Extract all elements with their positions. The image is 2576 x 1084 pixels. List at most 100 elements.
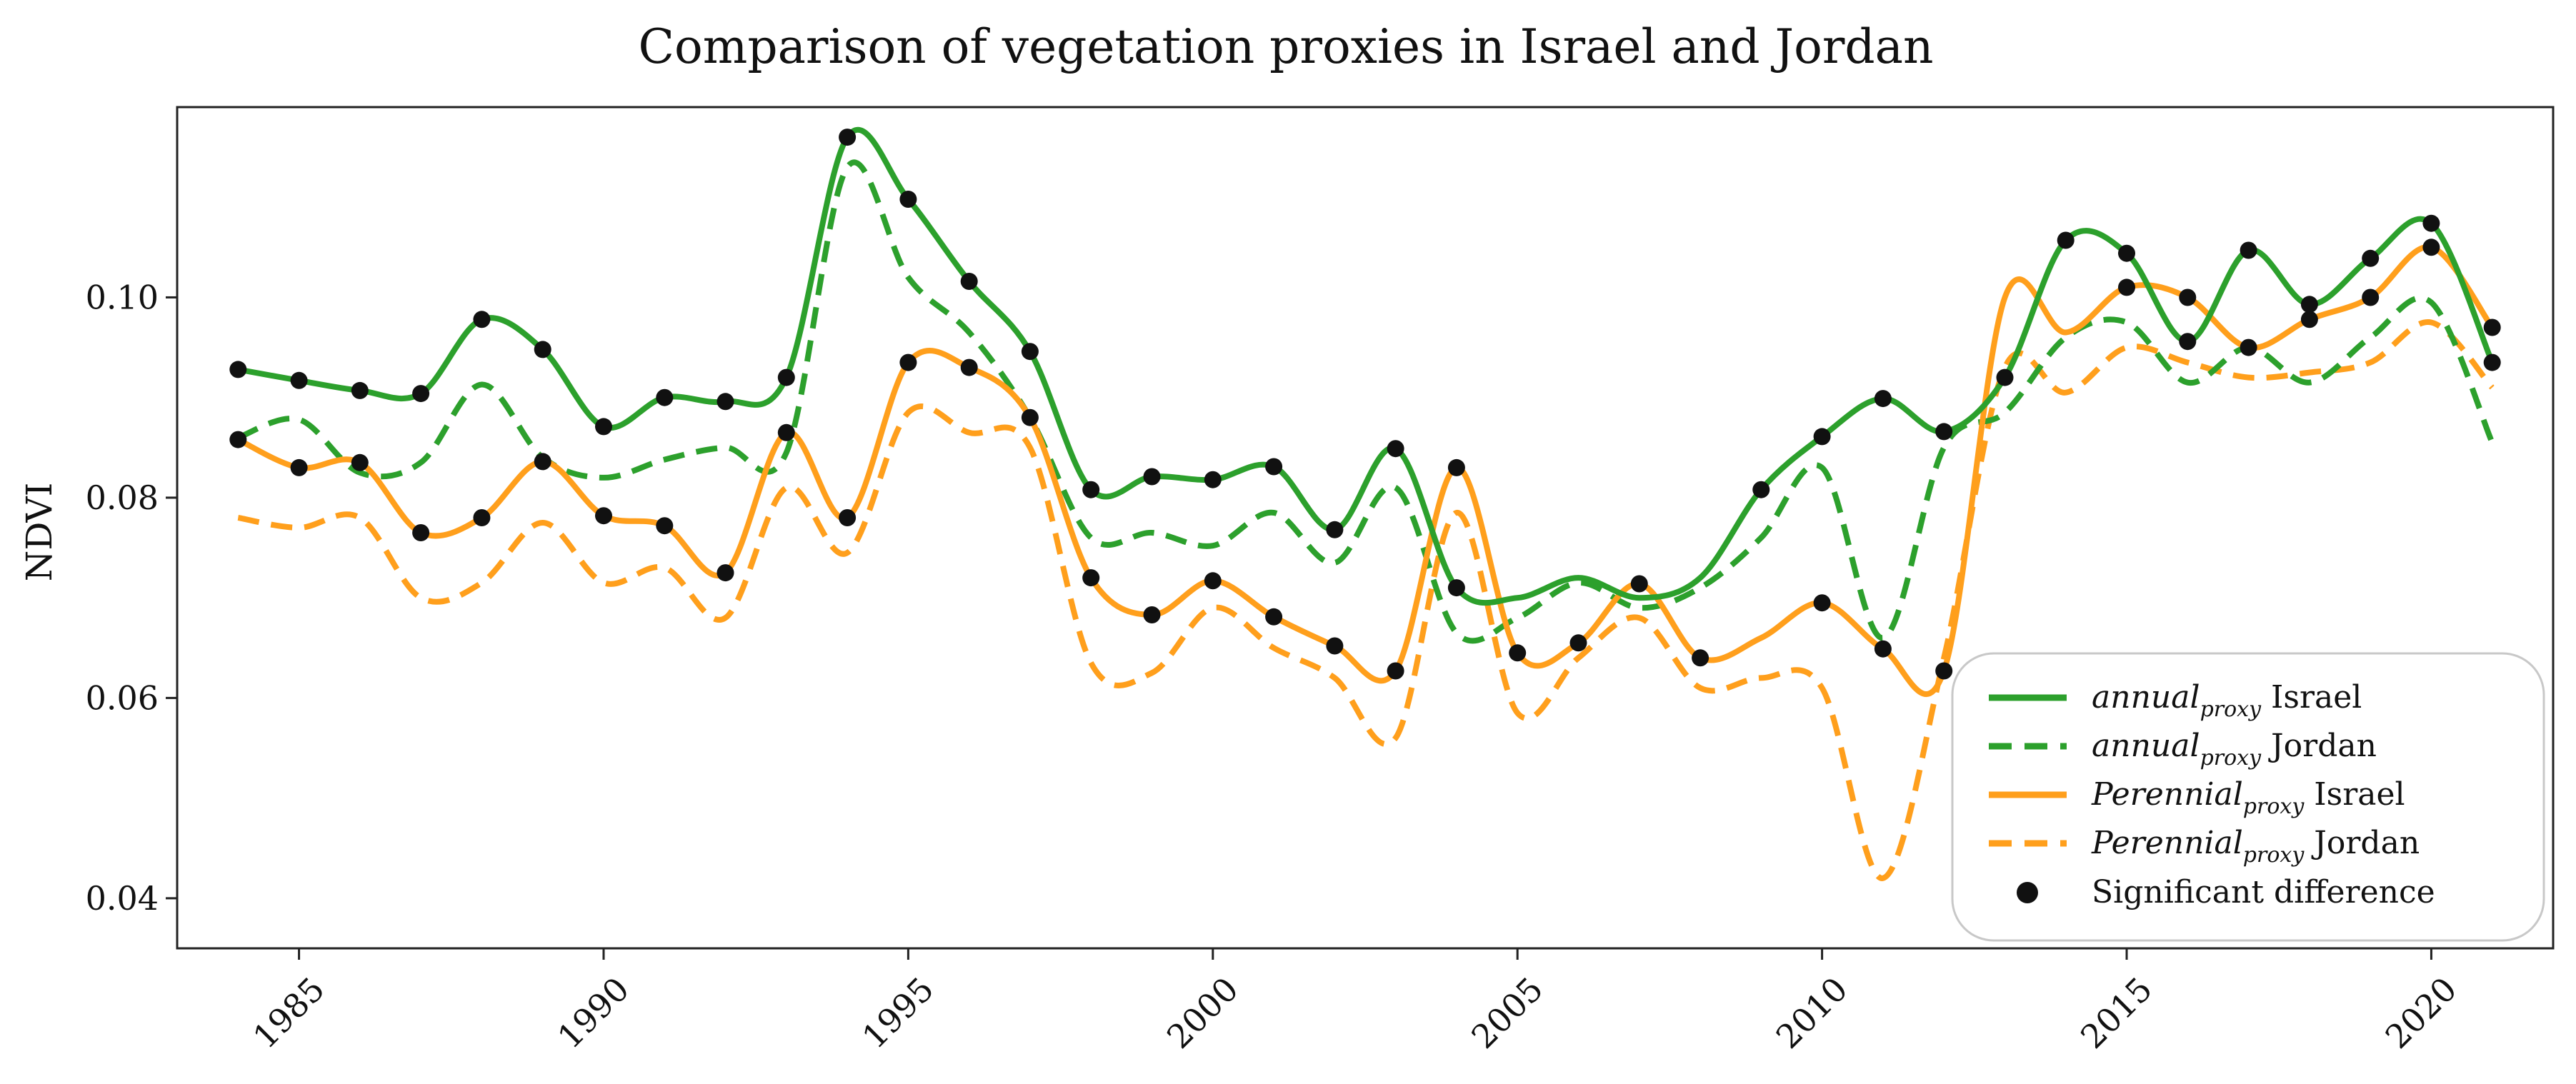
significant-difference-point	[656, 388, 674, 406]
chart-title: Comparison of vegetation proxies in Isra…	[639, 19, 1934, 74]
x-tick-label: 1990	[550, 970, 636, 1056]
significant-difference-point	[229, 361, 247, 378]
significant-difference-point	[1569, 634, 1587, 652]
y-tick-label: 0.06	[86, 678, 159, 717]
significant-difference-point	[1630, 575, 1648, 593]
legend-label-perennial-israel: Perennialproxy Israel	[2091, 776, 2405, 819]
significant-difference-point	[839, 509, 857, 526]
series-line-annual-israel	[237, 127, 2495, 606]
x-tick-label: 1995	[855, 970, 942, 1056]
significant-difference-point	[412, 524, 430, 541]
legend: annualproxy Israel annualproxy Jordan Pe…	[1951, 652, 2545, 942]
significant-difference-point	[1326, 521, 1344, 538]
x-tick-label: 2020	[2378, 970, 2465, 1056]
significant-difference-point	[1387, 662, 1404, 680]
significant-difference-point	[899, 353, 917, 371]
significant-difference-point	[717, 564, 734, 582]
significant-difference-point	[290, 458, 308, 476]
significant-difference-point	[1935, 662, 1953, 680]
significant-difference-point	[2240, 338, 2257, 356]
significant-difference-point	[2362, 249, 2380, 267]
significant-difference-markers	[229, 129, 2501, 680]
significant-difference-point	[777, 423, 795, 441]
significant-difference-point	[1752, 481, 1770, 498]
x-tick-label: 1985	[246, 970, 332, 1056]
y-tick-label: 0.04	[86, 879, 159, 918]
series-line-annual-jordan	[236, 159, 2495, 644]
legend-frame	[1951, 652, 2545, 942]
significant-difference-point	[2179, 333, 2197, 351]
significant-difference-point	[2300, 311, 2318, 328]
significant-difference-point	[1447, 579, 1465, 597]
significant-difference-point	[1509, 644, 1527, 662]
significant-difference-point	[412, 385, 430, 403]
significant-difference-point	[2118, 278, 2135, 296]
x-tick-label: 2015	[2073, 970, 2160, 1056]
significant-difference-point	[2362, 288, 2380, 306]
significant-difference-point	[1204, 572, 1222, 590]
significant-difference-point	[2422, 214, 2440, 232]
legend-label-perennial-jordan: Perennialproxy Jordan	[2091, 825, 2420, 868]
significant-difference-point	[899, 191, 917, 208]
legend-item-perennial-israel: Perennialproxy Israel	[1989, 776, 2405, 819]
legend-label-significant-difference: Significant difference	[2092, 874, 2435, 910]
x-tick-label: 2005	[1464, 970, 1550, 1056]
significant-difference-point	[1813, 428, 1831, 446]
significant-difference-point	[960, 358, 978, 376]
significant-difference-point	[595, 418, 612, 436]
significant-difference-point	[777, 368, 795, 386]
significant-difference-point	[1082, 481, 1100, 498]
y-tick-label: 0.08	[86, 478, 159, 517]
y-axis-label: NDVI	[19, 483, 60, 582]
significant-difference-point	[2300, 296, 2318, 313]
significant-difference-point	[717, 393, 734, 411]
significant-difference-point	[351, 381, 369, 399]
significant-difference-point	[1326, 637, 1344, 655]
significant-difference-point	[1265, 608, 1283, 626]
significant-difference-point	[1996, 368, 2014, 386]
significant-difference-point	[1143, 606, 1161, 623]
legend-label-annual-israel: annualproxy Israel	[2092, 679, 2362, 722]
legend-label-annual-jordan: annualproxy Jordan	[2092, 728, 2377, 771]
significant-difference-point	[1447, 458, 1465, 476]
legend-item-significant-difference: Significant difference	[2017, 874, 2435, 910]
significant-difference-point	[960, 273, 978, 290]
significant-difference-point	[534, 453, 551, 471]
significant-difference-point	[1692, 649, 1709, 667]
significant-difference-point	[2483, 353, 2501, 371]
significant-difference-point	[534, 341, 551, 358]
significant-difference-point	[1021, 408, 1039, 426]
significant-difference-point	[1082, 569, 1100, 587]
significant-difference-point	[229, 431, 247, 448]
y-tick-label: 0.10	[86, 278, 159, 316]
x-tick-label: 2010	[1769, 970, 1855, 1056]
significant-difference-point	[656, 517, 674, 535]
significant-difference-point	[839, 129, 857, 146]
significant-difference-point	[2057, 231, 2075, 249]
significant-difference-point	[1874, 640, 1892, 658]
significant-difference-point	[1204, 471, 1222, 488]
significant-difference-point	[1021, 343, 1039, 361]
series-line-perennial-jordan	[237, 319, 2495, 881]
plot-frame	[176, 106, 2555, 950]
significant-difference-point	[2179, 288, 2197, 306]
legend-swatch-significant-difference	[2017, 882, 2038, 903]
legend-item-annual-jordan: annualproxy Jordan	[1989, 728, 2377, 771]
significant-difference-point	[1143, 468, 1161, 486]
series-line-perennial-israel	[236, 244, 2495, 697]
significant-difference-point	[351, 453, 369, 471]
significant-difference-point	[2240, 241, 2257, 259]
significant-difference-point	[290, 371, 308, 389]
significant-difference-point	[1813, 594, 1831, 612]
significant-difference-point	[595, 507, 612, 525]
significant-difference-point	[1387, 440, 1404, 458]
significant-difference-point	[473, 311, 491, 328]
significant-difference-point	[1935, 423, 1953, 441]
significant-difference-point	[1874, 390, 1892, 408]
significant-difference-point	[2118, 244, 2135, 262]
legend-item-annual-israel: annualproxy Israel	[1989, 679, 2362, 722]
legend-item-perennial-jordan: Perennialproxy Jordan	[1989, 825, 2420, 868]
significant-difference-point	[473, 509, 491, 526]
x-tick-label: 2000	[1159, 970, 1246, 1056]
